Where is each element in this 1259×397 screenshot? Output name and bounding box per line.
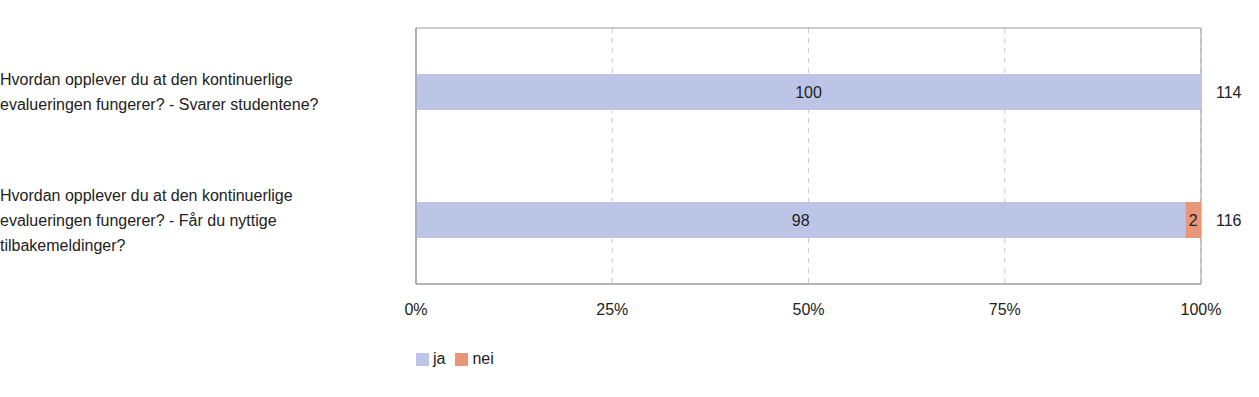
svg-text:114: 114 (1216, 84, 1242, 101)
html-text:nei: nei (472, 350, 494, 367)
html-text:ja: ja (433, 350, 446, 367)
svg-text:Hvordan opplever du at den kon: Hvordan opplever du at den kontinuerlige (8, 71, 293, 88)
svg-text:116: 116 (1216, 212, 1242, 229)
svg-text:100%: 100% (1181, 301, 1222, 318)
svg-text:tilbakemeldinger?: tilbakemeldinger? (8, 237, 126, 254)
svg-text:100: 100 (795, 84, 822, 101)
svg-text:0%: 0% (404, 301, 427, 318)
svg-text:25%: 25% (596, 301, 628, 318)
svg-text:98: 98 (792, 212, 810, 229)
svg-text:50%: 50% (792, 301, 824, 318)
svg-text:75%: 75% (989, 301, 1021, 318)
svg-text:Hvordan opplever du at den kon: Hvordan opplever du at den kontinuerlige (8, 187, 293, 204)
svg-text:evalueringen fungerer? - Svare: evalueringen fungerer? - Svarer studente… (8, 96, 319, 113)
svg-text:evalueringen fungerer? - Får d: evalueringen fungerer? - Får du nyttige (8, 212, 277, 229)
svg-text:2: 2 (1189, 212, 1198, 229)
